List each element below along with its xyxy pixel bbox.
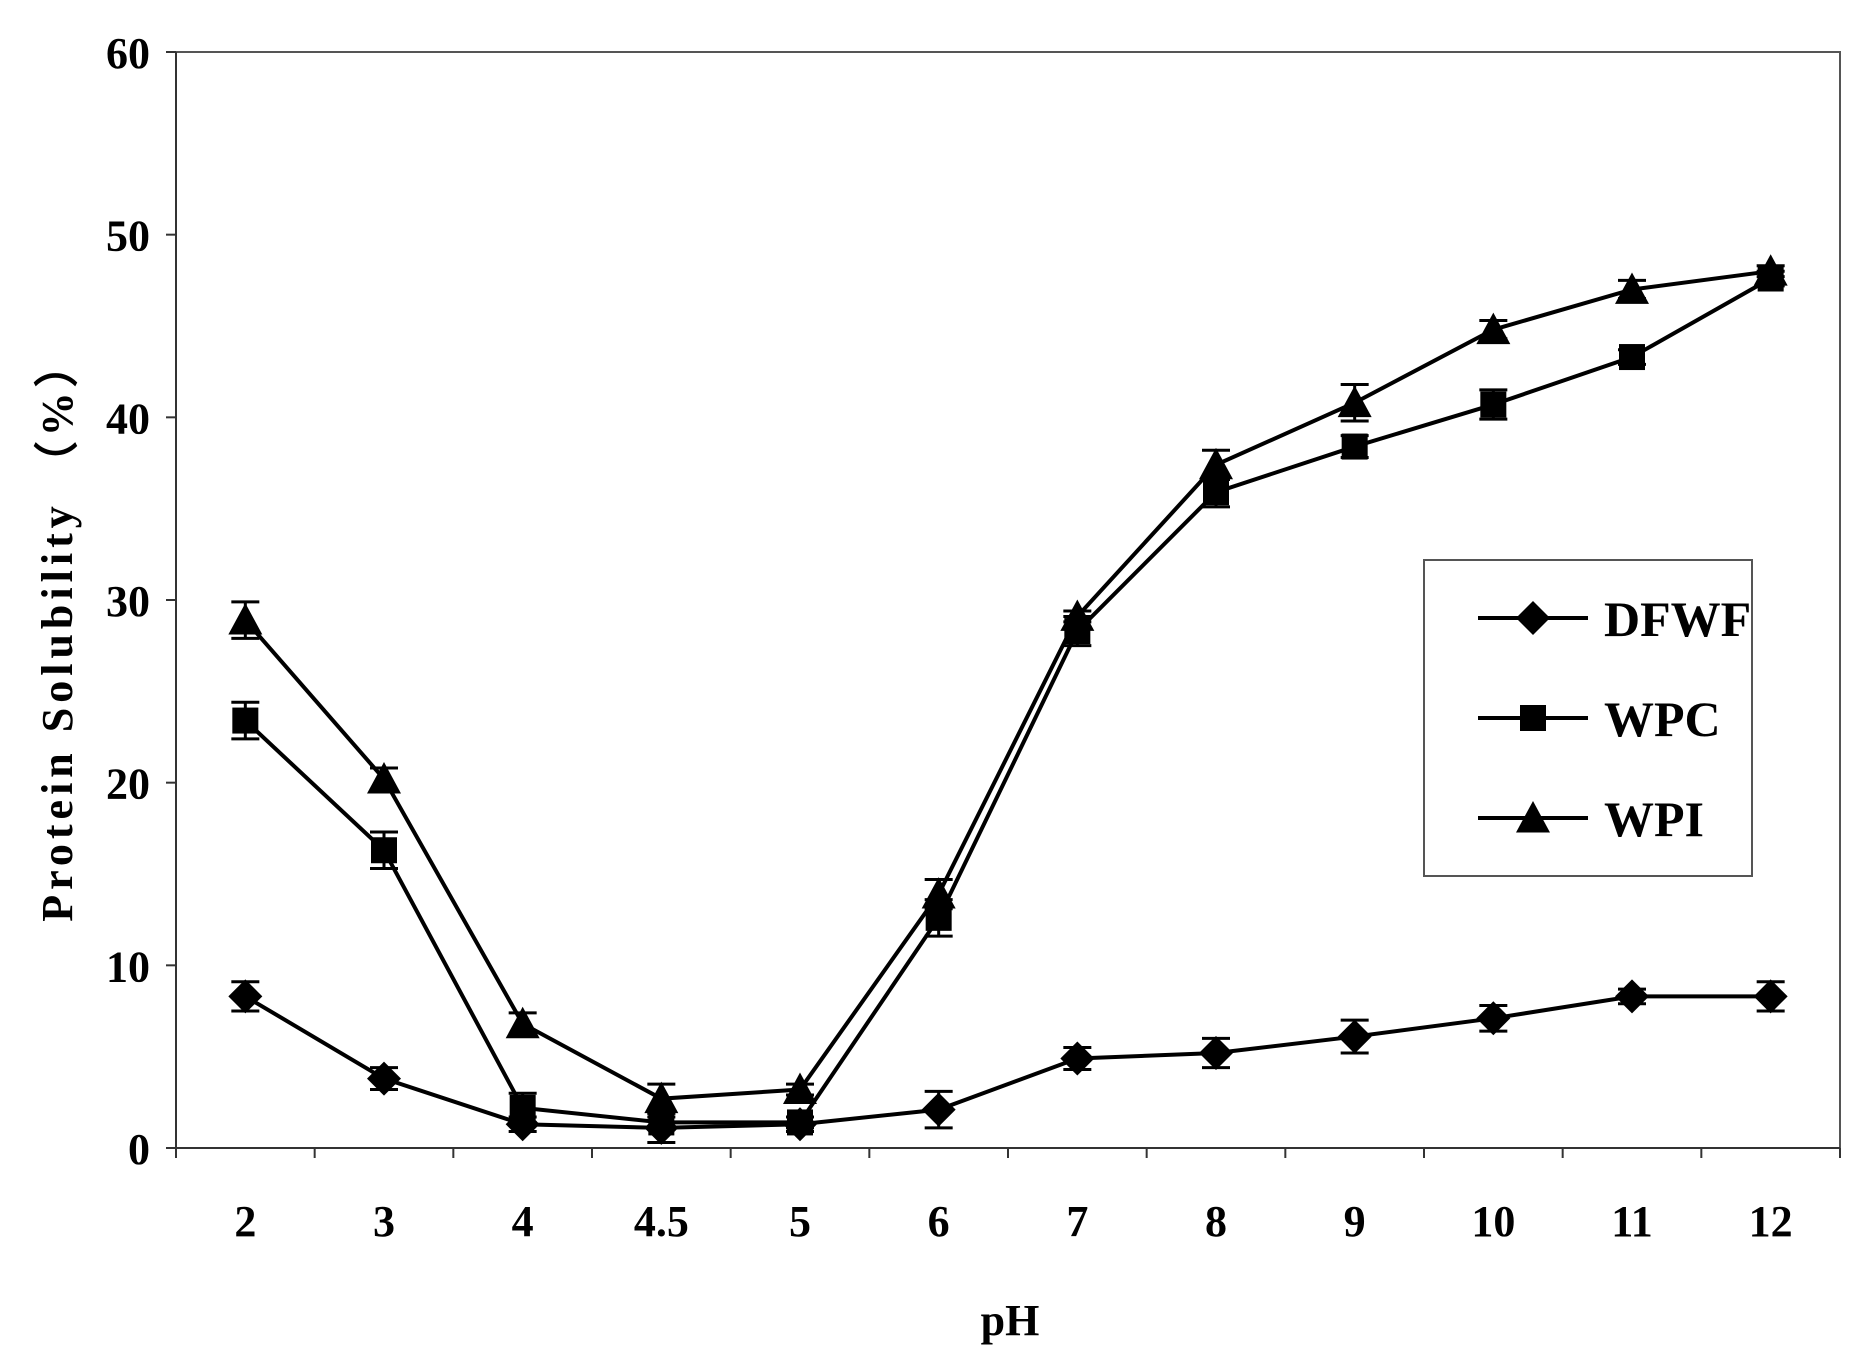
x-tick-label: 8 — [1205, 1197, 1227, 1246]
data-point — [505, 1006, 540, 1039]
x-tick-label: 4.5 — [634, 1197, 689, 1246]
data-point — [367, 1061, 401, 1096]
data-point — [1203, 479, 1229, 506]
series-line — [243, 269, 1771, 1101]
x-tick-label: 2 — [234, 1197, 256, 1246]
data-point — [1199, 1036, 1233, 1071]
x-tick-label: 11 — [1611, 1197, 1653, 1246]
y-tick-label: 50 — [106, 212, 150, 261]
y-tick-label: 20 — [106, 760, 150, 809]
series-dfwf — [228, 979, 1788, 1145]
x-tick-label: 9 — [1344, 1197, 1366, 1246]
data-point — [509, 1094, 536, 1121]
y-tick-label: 40 — [106, 394, 150, 443]
data-point — [1619, 344, 1645, 371]
legend-item-wpc: WPC — [1478, 691, 1721, 747]
data-point — [644, 1081, 679, 1114]
x-tick-label: 4 — [512, 1197, 534, 1246]
data-point — [232, 707, 259, 734]
data-point — [921, 877, 956, 909]
series-wpi — [228, 254, 1788, 1115]
data-point — [1337, 385, 1372, 418]
x-tick-label: 3 — [373, 1197, 395, 1246]
x-tick-label: 6 — [928, 1197, 950, 1246]
data-point — [783, 1072, 817, 1104]
data-point — [367, 762, 401, 794]
series-line — [244, 994, 1771, 1130]
y-tick-label: 0 — [128, 1125, 150, 1174]
axes: 0 10 20 30 40 50 60 2 3 4 4.5 5 6 7 8 9 10 11 12 — [106, 29, 1841, 1246]
legend-label: WPC — [1604, 691, 1721, 747]
data-point — [1476, 1001, 1511, 1036]
data-point — [1199, 447, 1233, 480]
data-point — [1337, 1019, 1372, 1054]
data-point — [1060, 599, 1095, 631]
legend-marker — [1516, 601, 1550, 635]
data-point — [921, 1092, 956, 1127]
data-point — [1753, 979, 1788, 1014]
x-tick-label: 12 — [1749, 1197, 1793, 1246]
x-tick-label: 10 — [1471, 1197, 1515, 1246]
x-tick-label: 5 — [789, 1197, 811, 1246]
y-tick-label: 10 — [106, 942, 150, 991]
legend-marker — [1516, 801, 1550, 833]
legend: DFWF WPC WPI — [1423, 559, 1753, 877]
legend-item-wpi: WPI — [1478, 791, 1704, 847]
data-point — [1060, 1041, 1095, 1076]
x-axis-label: pH — [981, 1296, 1040, 1345]
data-point — [228, 603, 263, 635]
y-axis-label: Protein Solubility （%） — [33, 338, 82, 921]
x-tick-label: 7 — [1066, 1197, 1088, 1246]
legend-label: DFWF — [1604, 591, 1751, 647]
legend-item-dfwf: DFWF — [1478, 591, 1751, 647]
y-tick-label: 60 — [106, 29, 150, 78]
series-wpc — [231, 265, 1785, 1136]
data-point — [1476, 312, 1511, 345]
data-point — [1341, 433, 1368, 460]
series-layer — [228, 254, 1788, 1145]
data-point — [228, 979, 263, 1014]
legend-marker — [1520, 705, 1546, 731]
data-point — [1615, 272, 1649, 304]
data-point — [1480, 391, 1507, 418]
data-point — [1753, 254, 1788, 286]
data-point — [371, 837, 397, 864]
data-point — [787, 1109, 813, 1136]
data-point — [1615, 979, 1649, 1014]
series-line — [243, 276, 1772, 1125]
y-tick-label: 30 — [106, 577, 150, 626]
legend-label: WPI — [1604, 791, 1704, 847]
